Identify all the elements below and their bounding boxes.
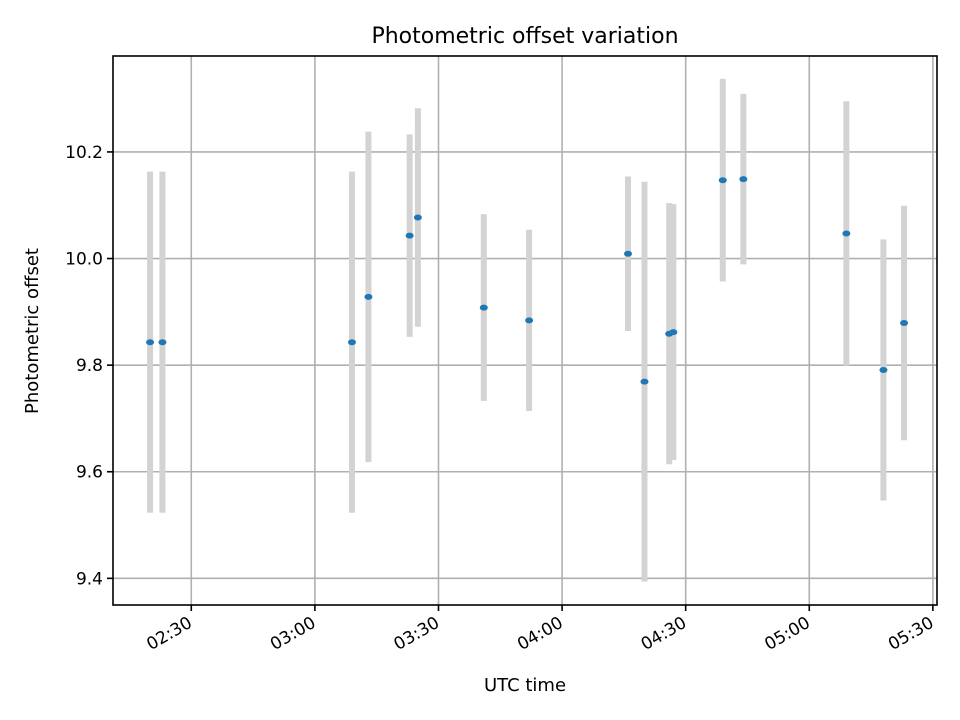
data-point: [364, 293, 373, 300]
plot-frame: [112, 55, 938, 606]
chart-title: Photometric offset variation: [371, 24, 678, 49]
data-point: [900, 320, 909, 327]
data-point: [158, 339, 167, 346]
data-point: [640, 378, 649, 385]
data-point: [525, 317, 534, 324]
y-tick-label: 10.2: [65, 143, 103, 163]
data-point: [669, 329, 678, 336]
grid-layer: [113, 56, 937, 605]
point-layer: [146, 176, 909, 385]
data-point: [842, 230, 851, 237]
y-axis: 9.4 9.6 9.8 10.0 10.2: [65, 143, 113, 589]
data-point: [879, 366, 888, 373]
y-tick-label: 10.0: [65, 250, 103, 270]
y-axis-label: Photometric offset: [22, 248, 43, 414]
data-point: [624, 250, 632, 257]
data-point: [413, 214, 422, 221]
data-point: [405, 232, 414, 239]
x-axis-label: UTC time: [484, 675, 566, 696]
y-tick-label: 9.4: [76, 569, 103, 589]
y-tick-label: 9.6: [76, 463, 103, 483]
data-point: [739, 176, 748, 183]
data-point: [479, 304, 488, 311]
y-tick-label: 9.8: [76, 356, 103, 376]
data-point: [718, 177, 727, 184]
data-point: [146, 339, 155, 346]
data-point: [347, 339, 356, 346]
